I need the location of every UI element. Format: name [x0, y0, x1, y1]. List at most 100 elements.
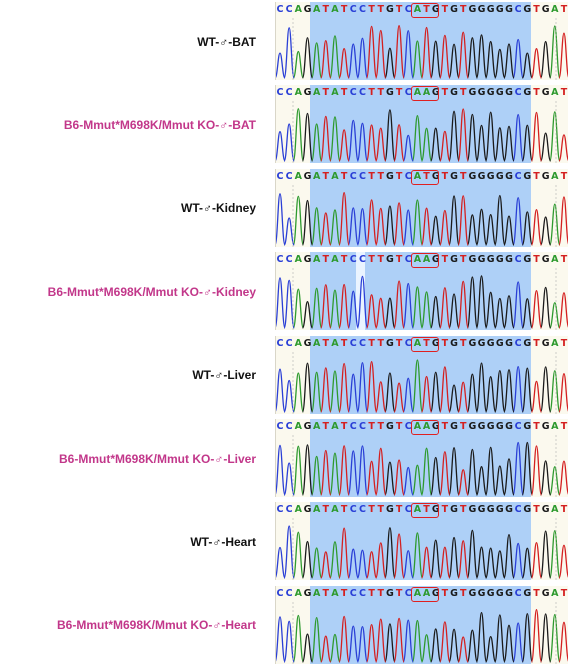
base-call: G [505, 504, 513, 516]
base-call: G [303, 254, 312, 266]
base-call: T [560, 504, 568, 516]
base-call: A [413, 421, 422, 432]
base-call: A [551, 170, 559, 182]
trace-a [292, 445, 561, 496]
base-call: C [285, 170, 293, 182]
base-call: G [505, 421, 513, 432]
base-call: T [322, 337, 330, 349]
base-call: C [358, 504, 366, 516]
base-call: T [560, 421, 568, 432]
base-call: G [486, 170, 495, 182]
base-call: G [523, 587, 532, 599]
sample-label: B6-Mmut*M698K/Mmut KO-♂-Liver [58, 451, 256, 466]
base-call: G [468, 254, 477, 266]
base-call: T [340, 587, 348, 599]
base-call: G [303, 87, 312, 99]
base-call: C [514, 4, 522, 15]
trace-g [301, 194, 552, 246]
codon-highlight-box [411, 86, 440, 102]
base-call: G [495, 254, 504, 266]
trace-t [320, 360, 568, 413]
base-call: T [377, 4, 384, 15]
trace-a [292, 286, 561, 329]
base-call: A [312, 337, 321, 349]
base-call: T [395, 254, 403, 266]
trace-plot [276, 184, 568, 247]
base-call: G [495, 4, 504, 15]
base-call: G [495, 421, 504, 432]
base-call: C [276, 254, 284, 266]
base-call: A [413, 87, 422, 99]
base-call: T [322, 254, 330, 266]
trace-a [292, 358, 561, 413]
base-call: C [349, 587, 357, 599]
base-call: T [533, 254, 540, 266]
base-call: C [349, 87, 357, 99]
base-call: C [404, 337, 412, 349]
base-call: T [368, 504, 375, 516]
base-call: A [294, 170, 302, 182]
base-call: T [368, 254, 375, 266]
codon-highlight-box [411, 169, 440, 185]
base-call: G [541, 170, 550, 182]
base-call: A [551, 87, 559, 99]
base-call: G [486, 337, 495, 349]
codon-highlight-box [411, 3, 440, 18]
base-call: T [459, 87, 467, 99]
base-call: G [303, 504, 312, 516]
base-call: G [523, 87, 532, 99]
sample-row: WT-♂-Heart C C A G A T A T C C T T G T C A T G T G T G G G G G C G T G… [0, 500, 568, 583]
base-call: A [331, 87, 339, 99]
base-call: G [468, 504, 477, 516]
base-call: G [477, 87, 486, 99]
trace-a [292, 195, 561, 246]
base-call: A [551, 421, 559, 432]
base-call: A [312, 587, 321, 599]
base-call: C [276, 170, 284, 182]
base-call: G [523, 254, 532, 266]
base-call: T [340, 170, 348, 182]
base-call: T [459, 421, 467, 432]
base-call: T [459, 254, 467, 266]
base-call: T [322, 421, 330, 432]
base-call: T [377, 504, 384, 516]
trace-c [276, 114, 524, 163]
base-call: A [551, 504, 559, 516]
codon-highlight-box [411, 420, 440, 435]
base-call: T [560, 87, 568, 99]
base-call: G [523, 337, 532, 349]
base-call: T [368, 337, 375, 349]
base-call: A [312, 4, 321, 15]
base-call: T [441, 4, 449, 15]
trace-plot [276, 268, 568, 331]
base-call: A [551, 587, 559, 599]
base-call: G [303, 337, 312, 349]
base-call: G [505, 170, 513, 182]
sample-row: WT-♂-BAT C C A G A T A T C C T T G T C A T G T G T G G G G G C G T G A T [0, 0, 568, 83]
sample-label: WT-♂-Liver [192, 368, 256, 383]
base-call: T [340, 4, 348, 15]
base-call: G [523, 170, 532, 182]
base-call: G [431, 587, 440, 599]
trace-plot [276, 101, 568, 164]
trace-t [320, 527, 568, 580]
trace-a [292, 25, 561, 79]
base-call: C [276, 504, 284, 516]
base-call: G [477, 421, 486, 432]
base-call: G [523, 421, 532, 432]
base-call: C [285, 337, 293, 349]
base-call: C [358, 337, 366, 349]
base-call: G [450, 587, 458, 599]
base-call: G [431, 504, 440, 516]
base-call: G [431, 87, 440, 99]
base-call: T [377, 254, 384, 266]
base-call: A [551, 254, 559, 266]
sample-row: B6-Mmut*M698K/Mmut KO-♂-Kidney C C A G A T A T C C… [0, 250, 568, 333]
